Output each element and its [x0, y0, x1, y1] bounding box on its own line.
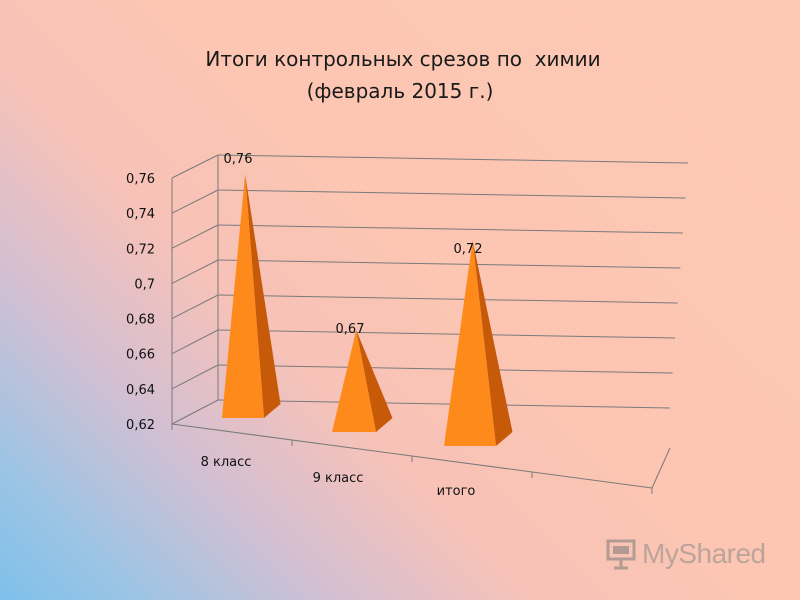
- gridline-back: [217, 189, 686, 199]
- gridline-side: [171, 294, 219, 320]
- labels: 0,62 0,64 0,66 0,68 0,7 0,72 0,74 0,76 0,76 0,67 0…: [126, 152, 482, 499]
- bars: [222, 174, 513, 446]
- pyramid-side-face: [356, 330, 393, 432]
- x-category-label: итого: [437, 484, 476, 499]
- gridline-back: [217, 329, 676, 339]
- gridline-side: [171, 189, 219, 214]
- gridline-back: [217, 294, 678, 304]
- chart-title: Итоги контрольных срезов по химии (февра…: [205, 47, 600, 103]
- gridline-back: [217, 154, 689, 164]
- pyramid-bar: [332, 330, 393, 432]
- watermark: MyShared: [606, 536, 766, 572]
- gridline-side: [171, 224, 219, 249]
- x-category-label: 9 класс: [313, 471, 364, 486]
- y-tick-label: 0,64: [126, 383, 155, 398]
- y-tick-label: 0,74: [126, 207, 155, 222]
- chart-title-line-2: (февраль 2015 г.): [307, 79, 494, 103]
- pyramid-front-face: [222, 174, 264, 418]
- gridline-back: [217, 224, 683, 234]
- gridline-side: [171, 329, 219, 355]
- grid: [171, 154, 689, 425]
- floor-right-edge: [651, 447, 671, 489]
- presentation-board-icon: [606, 539, 636, 570]
- data-label: 0,72: [454, 242, 483, 257]
- gridline-side: [171, 399, 219, 425]
- pyramid-side-face: [472, 240, 513, 446]
- pyramid-bar: [222, 174, 281, 418]
- gridline-side: [171, 259, 219, 284]
- y-tick-label: 0,68: [126, 313, 155, 328]
- y-tick-label: 0,66: [126, 348, 155, 363]
- y-tick-label: 0,7: [134, 277, 155, 292]
- axes: [171, 155, 671, 494]
- x-category-label: 8 класс: [201, 455, 252, 470]
- gridline-side: [171, 154, 219, 179]
- pyramid-front-face: [444, 240, 496, 446]
- y-tick-label: 0,72: [126, 242, 155, 257]
- y-tick-label: 0,62: [126, 418, 155, 433]
- data-label: 0,76: [224, 152, 253, 167]
- gridline-side: [171, 364, 219, 390]
- gridline-back: [217, 364, 673, 374]
- chart-title-line-1: Итоги контрольных срезов по химии: [205, 47, 600, 71]
- data-label: 0,67: [336, 322, 365, 337]
- pyramid-front-face: [332, 330, 376, 432]
- gridline-back: [217, 259, 681, 269]
- pyramid-bar: [444, 240, 513, 446]
- watermark-text: MyShared: [642, 538, 766, 569]
- gridline-back: [217, 399, 671, 409]
- y-tick-label: 0,76: [126, 172, 155, 187]
- pyramid-side-face: [245, 174, 281, 418]
